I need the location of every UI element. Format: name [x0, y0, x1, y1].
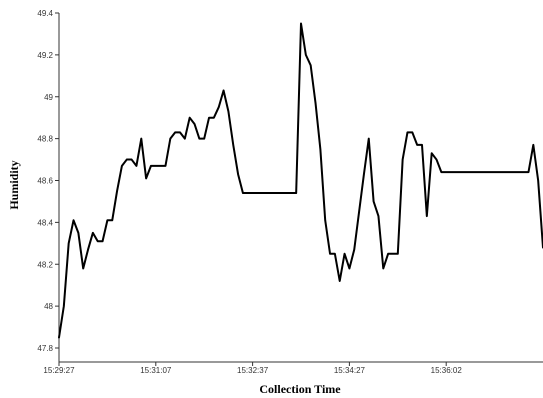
y-axis-ticks: 47.8 48 48.2 48.4 48.6 48.8 49 49.2 49.4: [37, 9, 59, 353]
y-axis-title: Humidity: [7, 160, 21, 209]
y-tick-label: 49: [44, 93, 53, 102]
x-axis-ticks: 15:29:27 15:31:07 15:32:37 15:34:27 15:36:02: [43, 362, 462, 375]
y-tick-label: 48: [44, 302, 53, 311]
y-tick-label: 49.2: [37, 51, 53, 60]
x-tick-label: 15:29:27: [43, 366, 75, 375]
y-tick-label: 47.8: [37, 344, 53, 353]
x-tick-label: 15:36:02: [431, 366, 463, 375]
x-tick-label: 15:34:27: [334, 366, 366, 375]
x-tick-label: 15:32:37: [237, 366, 269, 375]
y-tick-label: 49.4: [37, 9, 53, 18]
x-axis-title: Collection Time: [259, 382, 341, 396]
y-tick-label: 48.8: [37, 135, 53, 144]
x-tick-label: 15:31:07: [140, 366, 172, 375]
y-tick-label: 48.6: [37, 177, 53, 186]
humidity-series-line: [58, 22, 543, 339]
y-tick-label: 48.4: [37, 218, 53, 227]
y-tick-label: 48.2: [37, 260, 53, 269]
